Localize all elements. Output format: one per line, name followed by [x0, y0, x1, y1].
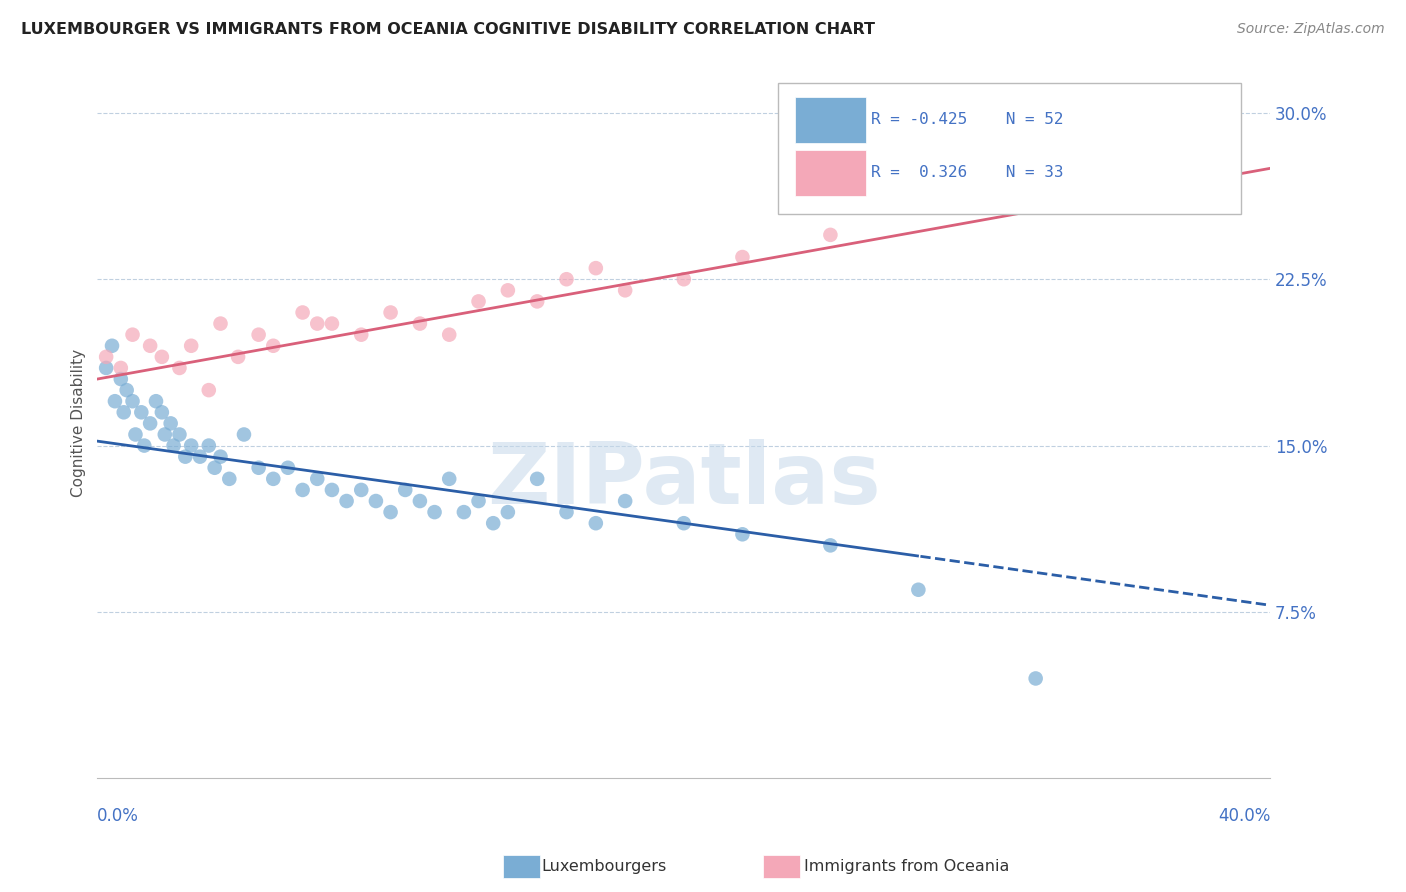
Point [115, 383, 138, 397]
FancyBboxPatch shape [796, 150, 866, 196]
Point [121, 394, 143, 409]
Point [94, 350, 117, 364]
Point [94, 360, 117, 375]
Point [162, 439, 184, 453]
Point [820, 227, 842, 242]
Point [131, 405, 153, 419]
Point [585, 516, 607, 531]
Point [110, 360, 132, 375]
Point [380, 505, 402, 519]
Point [180, 439, 202, 453]
Point [218, 472, 240, 486]
Point [110, 372, 132, 386]
Point [1112, 161, 1135, 176]
Point [197, 439, 219, 453]
Point [409, 494, 432, 508]
Point [380, 305, 402, 319]
Point [124, 427, 146, 442]
Point [907, 582, 929, 597]
Point [1025, 672, 1047, 686]
Point [672, 516, 695, 531]
Point [112, 405, 135, 419]
Text: R =  0.326    N = 33: R = 0.326 N = 33 [872, 165, 1064, 180]
Point [159, 417, 181, 431]
Point [585, 261, 607, 276]
Point [820, 538, 842, 552]
Text: Immigrants from Oceania: Immigrants from Oceania [804, 859, 1010, 873]
Point [467, 294, 489, 309]
Point [262, 339, 284, 353]
Point [672, 272, 695, 286]
Point [526, 472, 548, 486]
Point [104, 394, 127, 409]
Point [262, 472, 284, 486]
Point [555, 272, 578, 286]
Point [496, 505, 519, 519]
Point [209, 317, 232, 331]
Text: Luxembourgers: Luxembourgers [541, 859, 666, 873]
Point [188, 450, 211, 464]
Point [101, 339, 124, 353]
Point [291, 483, 314, 497]
Point [350, 483, 373, 497]
Text: R = -0.425    N = 52: R = -0.425 N = 52 [872, 112, 1064, 128]
Point [307, 472, 329, 486]
Text: 40.0%: 40.0% [1218, 807, 1270, 825]
Point [731, 250, 754, 264]
Point [145, 394, 167, 409]
Point [169, 427, 191, 442]
Y-axis label: Cognitive Disability: Cognitive Disability [72, 350, 86, 498]
Text: ZIPatlas: ZIPatlas [486, 439, 880, 522]
Point [169, 360, 191, 375]
Point [307, 317, 329, 331]
Point [139, 339, 162, 353]
Point [350, 327, 373, 342]
Point [394, 483, 416, 497]
Point [150, 350, 173, 364]
Point [439, 327, 461, 342]
Text: LUXEMBOURGER VS IMMIGRANTS FROM OCEANIA COGNITIVE DISABILITY CORRELATION CHART: LUXEMBOURGER VS IMMIGRANTS FROM OCEANIA … [21, 22, 875, 37]
Point [453, 505, 475, 519]
Point [439, 472, 461, 486]
Point [277, 460, 299, 475]
Point [321, 483, 343, 497]
Point [364, 494, 387, 508]
Point [153, 427, 176, 442]
Point [247, 460, 270, 475]
Point [321, 317, 343, 331]
Text: Source: ZipAtlas.com: Source: ZipAtlas.com [1237, 22, 1385, 37]
Point [614, 283, 637, 297]
Point [209, 450, 232, 464]
Point [226, 350, 249, 364]
Text: 0.0%: 0.0% [97, 807, 139, 825]
Point [907, 139, 929, 153]
Point [233, 427, 256, 442]
Point [247, 327, 270, 342]
Point [204, 460, 226, 475]
Point [409, 317, 432, 331]
Point [555, 505, 578, 519]
Point [1025, 117, 1047, 131]
Point [174, 450, 197, 464]
Point [1201, 172, 1223, 186]
Point [966, 184, 988, 198]
Point [482, 516, 505, 531]
Point [731, 527, 754, 541]
Point [423, 505, 446, 519]
Point [121, 327, 143, 342]
Point [614, 494, 637, 508]
Point [139, 417, 162, 431]
Point [134, 439, 156, 453]
Point [526, 294, 548, 309]
Point [150, 405, 173, 419]
Point [336, 494, 359, 508]
Point [180, 339, 202, 353]
Point [291, 305, 314, 319]
Point [197, 383, 219, 397]
FancyBboxPatch shape [778, 83, 1241, 214]
Point [467, 494, 489, 508]
FancyBboxPatch shape [796, 97, 866, 143]
Point [496, 283, 519, 297]
